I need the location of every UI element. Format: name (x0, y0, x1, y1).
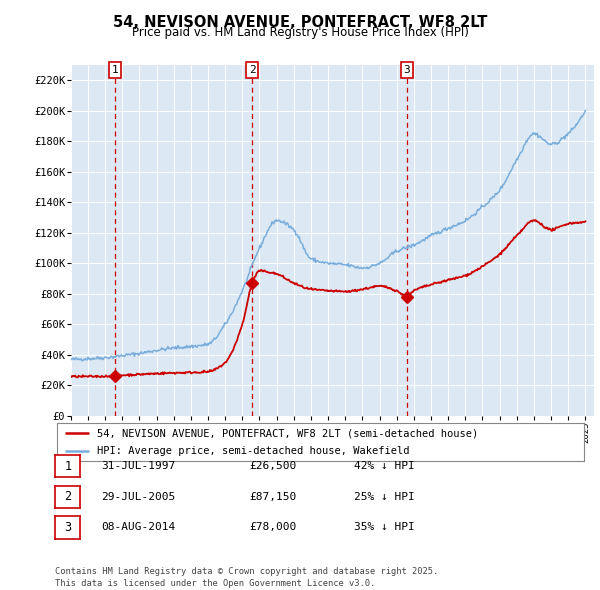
Text: 2: 2 (249, 65, 256, 75)
Text: 3: 3 (404, 65, 410, 75)
Text: 35% ↓ HPI: 35% ↓ HPI (354, 523, 415, 532)
Text: 2: 2 (64, 490, 71, 503)
Text: 54, NEVISON AVENUE, PONTEFRACT, WF8 2LT: 54, NEVISON AVENUE, PONTEFRACT, WF8 2LT (113, 15, 487, 30)
Text: 54, NEVISON AVENUE, PONTEFRACT, WF8 2LT (semi-detached house): 54, NEVISON AVENUE, PONTEFRACT, WF8 2LT … (97, 428, 478, 438)
Text: 31-JUL-1997: 31-JUL-1997 (101, 461, 175, 471)
Text: £26,500: £26,500 (249, 461, 296, 471)
Text: Price paid vs. HM Land Registry's House Price Index (HPI): Price paid vs. HM Land Registry's House … (131, 26, 469, 39)
Text: £78,000: £78,000 (249, 523, 296, 532)
Text: HPI: Average price, semi-detached house, Wakefield: HPI: Average price, semi-detached house,… (97, 446, 409, 456)
Text: 3: 3 (64, 521, 71, 534)
Text: 42% ↓ HPI: 42% ↓ HPI (354, 461, 415, 471)
Text: £87,150: £87,150 (249, 492, 296, 502)
Text: 08-AUG-2014: 08-AUG-2014 (101, 523, 175, 532)
Text: 29-JUL-2005: 29-JUL-2005 (101, 492, 175, 502)
Text: 1: 1 (112, 65, 118, 75)
Text: 1: 1 (64, 460, 71, 473)
Text: Contains HM Land Registry data © Crown copyright and database right 2025.
This d: Contains HM Land Registry data © Crown c… (55, 567, 439, 588)
Text: 25% ↓ HPI: 25% ↓ HPI (354, 492, 415, 502)
